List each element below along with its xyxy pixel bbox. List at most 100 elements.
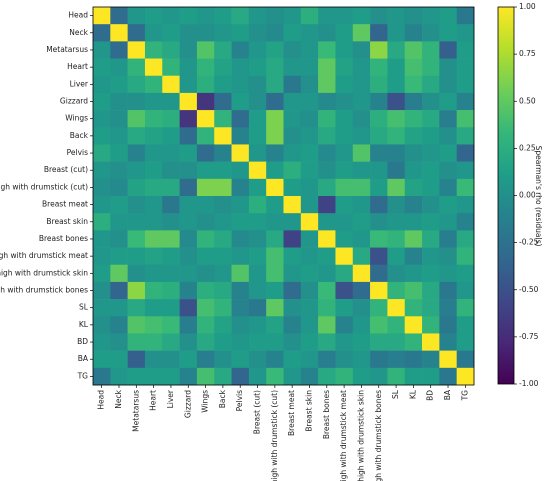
heatmap-cell [422, 264, 440, 283]
x-tick-label: KL [408, 389, 417, 399]
heatmap-cell [266, 24, 284, 42]
heatmap-cell [318, 213, 336, 231]
heatmap-cell [127, 367, 146, 386]
heatmap-cell [179, 196, 198, 214]
heatmap-cell [162, 230, 180, 248]
heatmap-cell [387, 247, 406, 266]
heatmap-cell [110, 161, 128, 180]
heatmap-cell [110, 316, 128, 334]
heatmap-cell [231, 58, 250, 77]
heatmap-cell [162, 41, 180, 59]
x-tick-label: Back [218, 389, 227, 408]
colorbar-tick-label: 0.75 [519, 49, 536, 58]
heatmap-cell [144, 350, 163, 369]
heatmap-cell [318, 350, 336, 369]
y-tick-label: Thigh with drumstick bones [0, 286, 88, 295]
x-tick-label: Breast bones [322, 390, 331, 439]
heatmap-cell [214, 92, 232, 111]
heatmap-cell [439, 350, 457, 369]
heatmap-cell [422, 24, 440, 42]
heatmap-cell [127, 24, 146, 42]
heatmap-cell [370, 264, 388, 283]
heatmap-cell [439, 127, 457, 145]
heatmap-cell [266, 7, 284, 25]
heatmap-cell [352, 144, 371, 162]
heatmap-cell [127, 110, 146, 128]
heatmap-cell [387, 127, 406, 145]
colorbar-tick-label: -0.25 [519, 238, 539, 247]
heatmap-cell [439, 230, 457, 248]
heatmap-cell [144, 75, 163, 94]
heatmap-cell [248, 58, 267, 77]
heatmap-cell [387, 196, 406, 214]
heatmap-cell [352, 110, 371, 128]
heatmap-cell [196, 75, 215, 94]
heatmap-cell [162, 178, 180, 197]
heatmap-cell [456, 299, 475, 317]
y-tick-label: Wings [65, 114, 88, 123]
heatmap-cell [214, 7, 232, 25]
heatmap-cell [404, 230, 423, 248]
heatmap-cell [127, 264, 146, 283]
heatmap-cell [370, 24, 388, 42]
colorbar-tick-label: 0.00 [519, 191, 536, 200]
heatmap-cell [318, 7, 336, 25]
heatmap-cell [196, 333, 215, 351]
heatmap-cell [283, 196, 302, 214]
heatmap-cell [352, 127, 371, 145]
heatmap-cell [93, 144, 111, 162]
y-tick-label: Breast (cut) [44, 165, 88, 174]
heatmap-cell [352, 316, 371, 334]
heatmap-cell [387, 161, 406, 180]
heatmap-cell [335, 196, 354, 214]
heatmap-cell [266, 92, 284, 111]
heatmap-cell [300, 92, 319, 111]
heatmap-cell [248, 299, 267, 317]
heatmap-cell [179, 127, 198, 145]
x-tick-label: Thigh with drumstick meat [339, 390, 348, 481]
heatmap-cell [370, 92, 388, 111]
heatmap-cell [248, 196, 267, 214]
heatmap-cell [196, 299, 215, 317]
heatmap-cell [370, 333, 388, 351]
heatmap-cell [93, 41, 111, 59]
heatmap-cell [283, 281, 302, 300]
heatmap-cell [93, 178, 111, 197]
heatmap-cell [404, 7, 423, 25]
heatmap-cell [248, 264, 267, 283]
heatmap-cell [422, 230, 440, 248]
heatmap-cell [318, 127, 336, 145]
heatmap-cell [352, 178, 371, 197]
heatmap-cell [300, 24, 319, 42]
y-tick-label: Head [68, 11, 88, 20]
heatmap-cell [318, 333, 336, 351]
heatmap-cell [196, 7, 215, 25]
heatmap-cell [300, 75, 319, 94]
heatmap-cell [179, 281, 198, 300]
heatmap-cell [127, 281, 146, 300]
heatmap-cell [93, 247, 111, 266]
heatmap-cell [318, 110, 336, 128]
heatmap-cell [422, 350, 440, 369]
heatmap-cell [318, 264, 336, 283]
x-tick-label: Pelvis [235, 390, 244, 411]
y-tick-label: Liver [70, 79, 89, 88]
heatmap-cell [127, 316, 146, 334]
heatmap-cell [266, 144, 284, 162]
y-tick-label: Metatarsus [46, 45, 88, 54]
heatmap-cell [370, 247, 388, 266]
heatmap-cell [422, 75, 440, 94]
heatmap-cell [144, 367, 163, 386]
heatmap-cell [370, 75, 388, 94]
x-tick-label: Thigh with drumstick skin [356, 390, 365, 481]
heatmap-cell [248, 24, 267, 42]
heatmap-cell [196, 144, 215, 162]
heatmap-cell [404, 350, 423, 369]
heatmap-cell [231, 144, 250, 162]
heatmap-cell [144, 58, 163, 77]
heatmap-cell [214, 110, 232, 128]
heatmap-cell [93, 110, 111, 128]
heatmap-cell [422, 316, 440, 334]
heatmap-cell [231, 247, 250, 266]
y-tick-label: Back [70, 131, 89, 140]
